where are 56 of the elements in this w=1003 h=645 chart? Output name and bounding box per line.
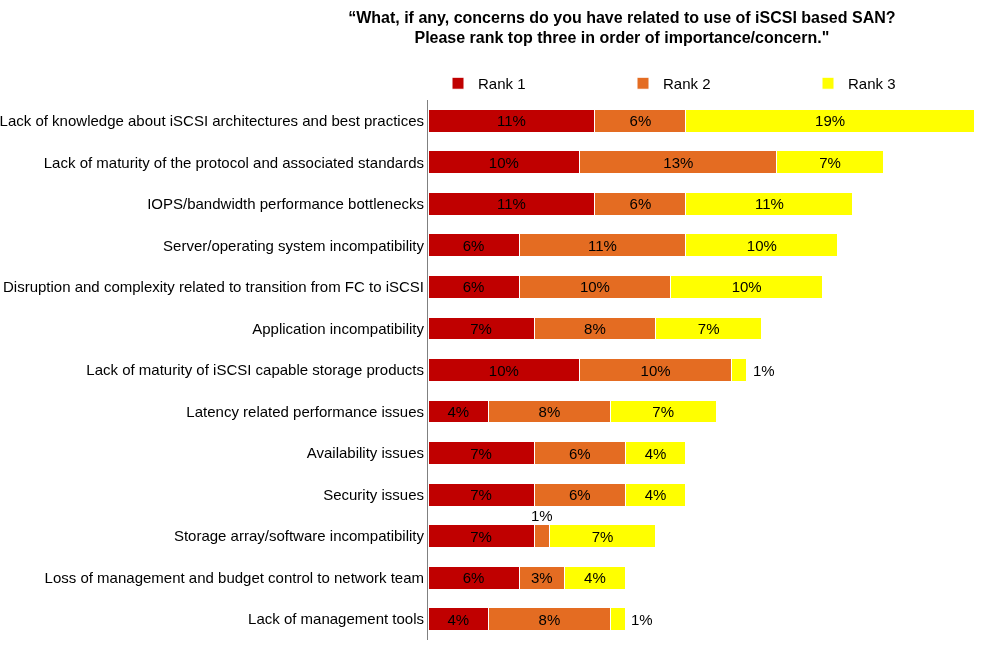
data-label: 6%: [629, 195, 652, 213]
data-label: 6%: [568, 444, 591, 462]
data-label: 19%: [815, 112, 846, 130]
data-label: 7%: [819, 153, 841, 171]
data-label: 10%: [731, 278, 762, 296]
data-label: 10%: [579, 278, 610, 296]
y-tick-label: Availability issues: [306, 444, 424, 462]
data-label: 7%: [470, 319, 492, 337]
data-label: 6%: [462, 236, 485, 254]
data-label: 7%: [470, 527, 492, 545]
data-label: 10%: [488, 153, 519, 171]
data-label: 7%: [470, 444, 492, 462]
data-label: 8%: [584, 319, 606, 337]
legend-label: Rank 2: [663, 75, 711, 93]
data-label: 7%: [697, 319, 720, 337]
data-label: 10%: [640, 361, 671, 379]
data-label: 8%: [538, 403, 561, 421]
data-label: 4%: [644, 486, 667, 504]
data-label: 7%: [652, 403, 675, 421]
data-label: 11%: [588, 236, 617, 254]
data-label: 11%: [496, 112, 526, 130]
data-label: 7%: [591, 527, 614, 545]
y-tick-label: Lack of management tools: [248, 610, 424, 628]
chart-title: “What, if any, concerns do you have related to use of iSCSI based SAN? Please rank top three in order of importance/concern.": [348, 8, 896, 47]
legend-label: Rank 1: [478, 75, 526, 93]
data-label: 6%: [462, 278, 485, 296]
data-label: 10%: [488, 361, 519, 379]
y-tick-label: Security issues: [323, 485, 424, 503]
y-tick-label: Disruption and complexity related to transition from FC to iSCSI: [2, 278, 424, 296]
data-label: 1%: [753, 362, 775, 379]
data-label: 6%: [629, 112, 652, 130]
data-label: 8%: [538, 610, 561, 628]
data-label: 4%: [447, 403, 470, 421]
data-label: 1%: [531, 507, 553, 524]
y-tick-label: Loss of management and budget control to network team: [44, 568, 424, 586]
data-label: 7%: [470, 486, 492, 504]
y-tick-label: Storage array/software incompatibility: [173, 527, 425, 545]
y-tick-label: Lack of maturity of the protocol and associated standards: [43, 153, 424, 171]
y-tick-label: Application incompatibility: [252, 319, 425, 337]
y-tick-label: IOPS/bandwidth performance bottlenecks: [147, 195, 424, 213]
y-tick-label: Lack of maturity of iSCSI capable storage products: [86, 361, 424, 379]
data-label: 6%: [568, 486, 591, 504]
y-tick-label: Lack of knowledge about iSCSI architectures and best practices: [0, 112, 424, 130]
data-label: 4%: [644, 444, 667, 462]
legend-label: Rank 3: [848, 75, 896, 93]
data-label: 11%: [754, 195, 784, 213]
y-tick-label: Server/operating system incompatibility: [163, 236, 425, 254]
data-label: 13%: [663, 153, 694, 171]
data-label: 3%: [530, 569, 553, 587]
data-label: 4%: [447, 610, 470, 628]
data-label: 6%: [462, 569, 485, 587]
data-label: 11%: [496, 195, 526, 213]
data-label: 10%: [746, 236, 777, 254]
y-tick-label: Latency related performance issues: [186, 402, 424, 420]
data-label: 1%: [631, 611, 653, 628]
data-label: 4%: [584, 569, 606, 587]
